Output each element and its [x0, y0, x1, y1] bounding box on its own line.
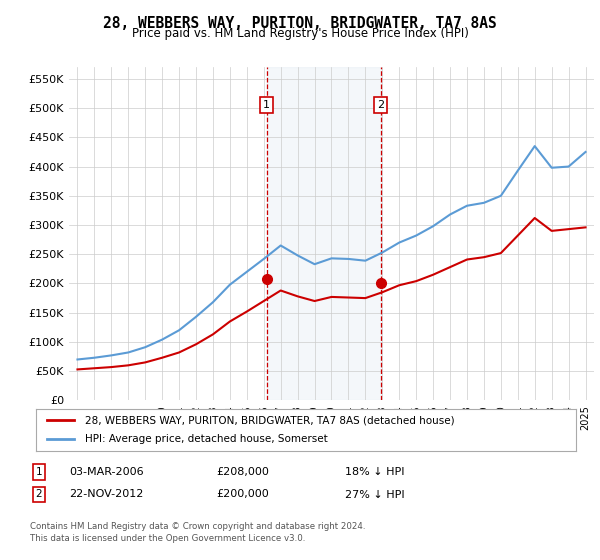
Text: 2: 2 — [377, 100, 384, 110]
Text: £200,000: £200,000 — [216, 489, 269, 500]
Text: 1: 1 — [263, 100, 270, 110]
Text: Contains HM Land Registry data © Crown copyright and database right 2024.
This d: Contains HM Land Registry data © Crown c… — [30, 522, 365, 543]
Text: 2: 2 — [35, 489, 43, 500]
Text: Price paid vs. HM Land Registry's House Price Index (HPI): Price paid vs. HM Land Registry's House … — [131, 27, 469, 40]
Text: 03-MAR-2006: 03-MAR-2006 — [69, 467, 143, 477]
Text: 22-NOV-2012: 22-NOV-2012 — [69, 489, 143, 500]
Text: HPI: Average price, detached house, Somerset: HPI: Average price, detached house, Some… — [85, 435, 328, 445]
Bar — [266, 67, 380, 400]
Text: 28, WEBBERS WAY, PURITON, BRIDGWATER, TA7 8AS (detached house): 28, WEBBERS WAY, PURITON, BRIDGWATER, TA… — [85, 415, 454, 425]
Text: 1: 1 — [35, 467, 43, 477]
Text: 28, WEBBERS WAY, PURITON, BRIDGWATER, TA7 8AS: 28, WEBBERS WAY, PURITON, BRIDGWATER, TA… — [103, 16, 497, 31]
Text: £208,000: £208,000 — [216, 467, 269, 477]
Text: 27% ↓ HPI: 27% ↓ HPI — [345, 489, 404, 500]
Text: 18% ↓ HPI: 18% ↓ HPI — [345, 467, 404, 477]
